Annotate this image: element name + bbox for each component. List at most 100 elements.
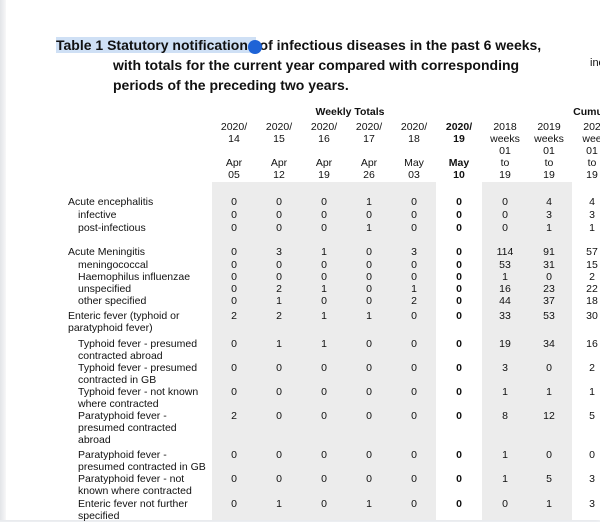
table-cell: 0 xyxy=(321,196,327,208)
table-cell: 0 xyxy=(231,259,237,271)
table-cell: 114 xyxy=(496,246,514,258)
column-header-line: 18 xyxy=(408,133,420,145)
table-cell: 37 xyxy=(543,295,555,307)
table-cell: 0 xyxy=(456,209,462,221)
table-cell: 0 xyxy=(231,271,237,283)
column-header-line: 2018 xyxy=(493,121,517,133)
column-header-line: 16 xyxy=(318,133,330,145)
table-cell: 0 xyxy=(276,196,282,208)
table-cell: 53 xyxy=(543,310,555,322)
column-header-line: 01 xyxy=(499,145,511,157)
table-cell: 3 xyxy=(589,209,595,221)
table-cell: 0 xyxy=(366,362,372,374)
column-header-line: Apr xyxy=(270,157,288,169)
table-cell: 2 xyxy=(276,310,282,322)
table-cell: 0 xyxy=(546,449,552,461)
column-header-line: 19 xyxy=(543,169,555,181)
row-label: known where contracted xyxy=(78,485,192,497)
table-cell: 0 xyxy=(502,498,508,510)
table-cell: 0 xyxy=(366,259,372,271)
table-cell: 44 xyxy=(499,295,511,307)
column-header-line: Apr xyxy=(315,157,333,169)
table-cell: 0 xyxy=(366,473,372,485)
table-cell: 0 xyxy=(411,259,417,271)
page-edge xyxy=(0,0,6,520)
table-cell: 0 xyxy=(456,362,462,374)
row-label: contracted abroad xyxy=(78,350,163,362)
table-cell: 1 xyxy=(366,310,372,322)
table-cell: 91 xyxy=(543,246,555,258)
table-cell: 1 xyxy=(411,283,417,295)
column-header-line: weeks xyxy=(490,133,520,145)
table-cell: 0 xyxy=(411,209,417,221)
table-cell: 1 xyxy=(321,310,327,322)
table-cell: 0 xyxy=(456,222,462,234)
table-cell: 0 xyxy=(321,473,327,485)
table-cell: 0 xyxy=(231,222,237,234)
table-cell: 0 xyxy=(321,449,327,461)
table-cell: 18 xyxy=(586,295,598,307)
table-cell: 0 xyxy=(502,209,508,221)
table-title-line-2: with totals for the current year compare… xyxy=(113,57,520,73)
row-label: presumed contracted in GB xyxy=(78,461,206,473)
table-cell: 0 xyxy=(276,209,282,221)
table-cell: 1 xyxy=(321,338,327,350)
column-header-line: 19 xyxy=(499,169,511,181)
table-cell: 0 xyxy=(411,449,417,461)
table-cell: 0 xyxy=(321,209,327,221)
column-header-line: Apr xyxy=(225,157,243,169)
table-cell: 0 xyxy=(589,449,595,461)
table-cell: 0 xyxy=(366,386,372,398)
table-cell: 0 xyxy=(321,259,327,271)
table-cell: 3 xyxy=(546,209,552,221)
table-cell: 1 xyxy=(366,498,372,510)
row-label: other specified xyxy=(78,295,147,307)
table-cell: 0 xyxy=(456,498,462,510)
table-cell: 5 xyxy=(546,473,552,485)
table-cell: 23 xyxy=(543,283,555,295)
table-cell: 0 xyxy=(411,196,417,208)
table-cell: 0 xyxy=(456,386,462,398)
table-cell: 8 xyxy=(502,410,508,422)
column-header-line: 2020/ xyxy=(445,121,473,133)
row-label: Acute encephalitis xyxy=(68,196,154,208)
column-header-line: 2020/ xyxy=(220,121,248,133)
table-cell: 3 xyxy=(502,362,508,374)
row-label: post-infectious xyxy=(78,222,146,234)
column-header-line: 19 xyxy=(586,169,598,181)
row-label: paratyphoid fever) xyxy=(68,322,153,334)
row-label: presumed contracted xyxy=(78,422,177,434)
table-cell: 3 xyxy=(589,473,595,485)
table-cell: 0 xyxy=(276,386,282,398)
table-cell: 16 xyxy=(586,338,598,350)
table-cell: 0 xyxy=(456,271,462,283)
table-title-line-3: periods of the preceding two years. xyxy=(113,77,349,93)
text-cursor-icon xyxy=(248,40,262,54)
row-label: Typhoid fever - presumed xyxy=(78,338,198,350)
table-cell: 0 xyxy=(456,473,462,485)
column-header-line: 12 xyxy=(273,169,285,181)
table-cell: 1 xyxy=(589,386,595,398)
column-header-line: 17 xyxy=(363,133,375,145)
row-label: contracted in GB xyxy=(78,374,157,386)
row-label: unspecified xyxy=(78,283,132,295)
table-cell: 2 xyxy=(231,410,237,422)
row-label: Enteric fever not further xyxy=(78,498,188,510)
table-cell: 1 xyxy=(321,283,327,295)
row-label: Enteric fever (typhoid or xyxy=(68,310,180,322)
table-cell: 0 xyxy=(546,362,552,374)
table-cell: 0 xyxy=(231,386,237,398)
row-label: infective xyxy=(78,209,117,221)
column-header-line: wee xyxy=(582,133,600,145)
table-cell: 0 xyxy=(276,271,282,283)
row-label: Typhoid fever - presumed xyxy=(78,362,198,374)
column-header-line: 19 xyxy=(453,133,465,145)
table-cell: 0 xyxy=(546,271,552,283)
selected-title-text[interactable]: Table 1 Statutory notifications xyxy=(56,37,256,53)
table-cell: 0 xyxy=(366,283,372,295)
column-header-line: 14 xyxy=(228,133,240,145)
weekly-totals-header: Weekly Totals xyxy=(315,106,385,118)
row-label: Paratyphoid fever - xyxy=(78,410,167,422)
column-header-line: 19 xyxy=(318,169,330,181)
column-header-line: 2020/ xyxy=(400,121,428,133)
